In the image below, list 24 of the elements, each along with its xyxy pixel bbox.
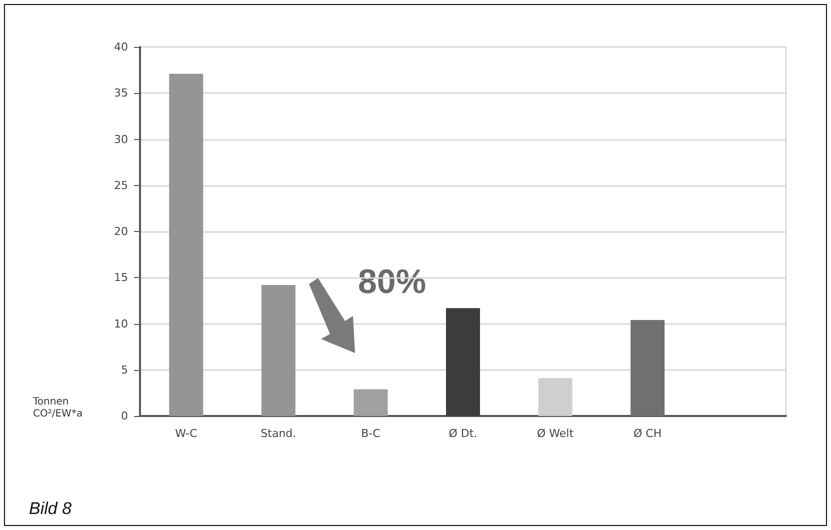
x-tick-label: Ø Welt [537, 427, 574, 440]
bar [261, 285, 296, 416]
y-tick-label: 10 [114, 317, 128, 330]
y-tick-label: 20 [114, 225, 128, 238]
y-tick-label: 30 [114, 132, 128, 146]
bar [446, 308, 480, 416]
annotation: 80% [358, 263, 426, 301]
x-tick-label: Ø CH [634, 427, 662, 440]
text: Bild 8 [29, 499, 72, 518]
x-tick-label: Ø Dt. [448, 427, 478, 440]
bar [354, 389, 388, 416]
y-tick-label: 0 [121, 410, 128, 422]
x-tick-label: B-C [361, 427, 381, 440]
y-tick-label: 35 [114, 86, 128, 100]
y-tick-label: 40 [114, 40, 128, 54]
bar [630, 320, 665, 416]
y-axis-title: Tonnen CO²/EW*a [32, 396, 83, 420]
y-tick-label: 15 [114, 271, 128, 284]
x-tick-label: W-C [175, 427, 198, 440]
y-tick-label: 25 [114, 178, 128, 192]
y-tick-label: 5 [121, 363, 128, 376]
bar [538, 378, 572, 416]
x-tick-label: Stand. [260, 427, 296, 440]
bar [169, 74, 204, 416]
